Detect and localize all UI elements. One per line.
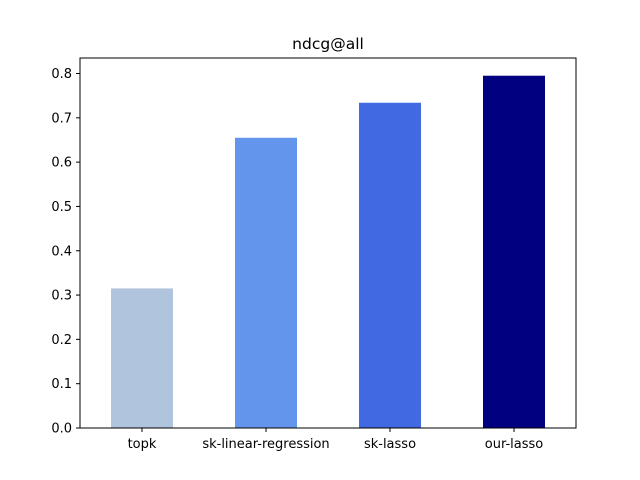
y-tick-label: 0.3: [51, 289, 72, 304]
bar-sk-lasso: [359, 102, 421, 429]
y-tick-label: 0.2: [51, 333, 72, 348]
x-tick-label: our-lasso: [485, 437, 544, 452]
x-tick-label: sk-linear-regression: [202, 437, 329, 452]
bar-topk: [111, 288, 173, 428]
bars-group: [111, 75, 545, 429]
bar-sk-linear-regression: [235, 137, 297, 428]
y-tick-label: 0.0: [51, 422, 72, 437]
y-tick-label: 0.1: [51, 377, 72, 392]
y-tick-label: 0.5: [51, 200, 72, 215]
x-tick-label: topk: [128, 437, 157, 452]
y-tick-label: 0.6: [51, 156, 72, 171]
y-tick-label: 0.8: [51, 67, 72, 82]
bar-our-lasso: [483, 75, 545, 428]
y-axis: 0.0 0.1 0.2 0.3 0.4 0.5 0.6 0.7 0.8: [51, 67, 80, 437]
y-tick-label: 0.7: [51, 111, 72, 126]
x-axis: topk sk-linear-regression sk-lasso our-lass…: [128, 428, 544, 452]
chart-title: ndcg@all: [292, 35, 364, 53]
plot-frame: [79, 57, 577, 429]
y-tick-label: 0.4: [51, 244, 72, 259]
x-tick-label: sk-lasso: [364, 437, 416, 452]
